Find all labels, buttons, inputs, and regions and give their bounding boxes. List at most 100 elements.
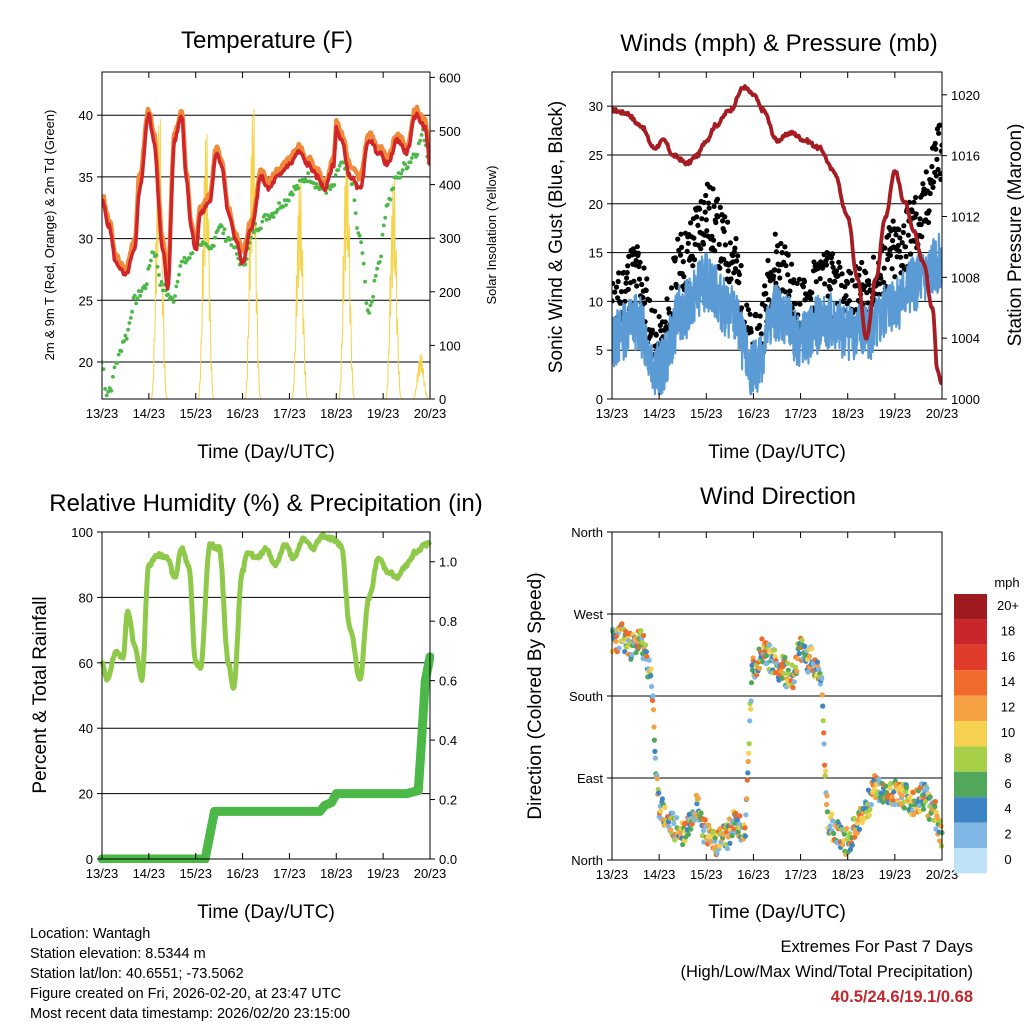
gust-point-452 [863, 270, 869, 276]
dewpoint-point-54 [174, 284, 179, 289]
y2-tick-label-0-0: 0 [439, 392, 446, 407]
gust-point-293 [773, 249, 780, 255]
direction-point-284 [743, 812, 749, 818]
dewpoint-point-16 [123, 333, 128, 338]
gust-point-26 [624, 275, 630, 281]
gust-point-565 [926, 208, 932, 214]
dewpoint-point-200 [375, 266, 379, 271]
dewpoint-point-205 [381, 223, 386, 228]
gust-point-456 [865, 300, 871, 306]
direction-point-228 [716, 843, 723, 849]
x-tick-label-3-4: 17/23 [784, 867, 817, 882]
dewpoint-point-94 [229, 243, 234, 247]
direction-point-125 [668, 827, 674, 833]
y2-tick-label-0-6: 600 [439, 70, 461, 85]
dewpoint-point-116 [260, 219, 265, 224]
gust-point-523 [902, 244, 909, 250]
dewpoint-point-33 [146, 266, 151, 271]
dewpoint-point-55 [175, 279, 180, 284]
chart-title-rh: Relative Humidity (%) & Precipitation (i… [49, 490, 482, 517]
dewpoint-point-185 [355, 226, 359, 230]
solar-spike-5 [384, 179, 403, 399]
gust-point-511 [896, 227, 902, 233]
x-tick-label-2-2: 15/23 [179, 866, 212, 881]
y2-tick-label-1-1: 1004 [951, 331, 980, 346]
dewpoint-point-135 [286, 198, 291, 203]
direction-point-266 [734, 817, 741, 823]
colorbar-swatch-1 [954, 619, 987, 645]
direction-point-506 [847, 846, 854, 853]
gust-point-173 [706, 205, 712, 211]
colorbar-label-5: 10 [1001, 725, 1015, 740]
gust-point-301 [778, 240, 784, 247]
direction-point-393 [794, 655, 800, 662]
gust-point-400 [833, 268, 840, 274]
gust-point-182 [711, 203, 717, 209]
gust-point-554 [920, 181, 926, 187]
direction-point-21 [619, 621, 625, 627]
gust-point-520 [901, 223, 907, 229]
gust-point-496 [887, 252, 894, 258]
x-tick-label-3-3: 16/23 [737, 867, 770, 882]
direction-point-241 [723, 842, 729, 848]
x-tick-label-0-2: 15/23 [179, 406, 212, 421]
x-tick-label-3-0: 13/23 [596, 867, 629, 882]
y-tick-label-0-2: 30 [79, 232, 93, 247]
gust-point-579 [934, 156, 940, 162]
gust-point-106 [668, 285, 675, 291]
gust-point-212 [728, 276, 734, 282]
gust-point-227 [736, 271, 743, 278]
dewpoint-point-142 [296, 186, 301, 191]
gust-point-587 [938, 148, 942, 154]
gust-point-188 [714, 196, 721, 202]
gust-point-136 [685, 240, 691, 246]
direction-point-103 [658, 808, 664, 814]
gust-point-117 [675, 236, 681, 242]
y-tick-label-2-2: 40 [79, 721, 93, 736]
direction-point-294 [748, 706, 754, 712]
direction-point-71 [642, 642, 649, 648]
direction-point-82 [648, 673, 654, 679]
gust-point-76 [652, 308, 658, 314]
gust-point-314 [785, 252, 791, 258]
direction-point-445 [819, 675, 825, 682]
gust-point-257 [753, 313, 759, 319]
dewpoint-point-82 [213, 235, 218, 240]
direction-point-84 [649, 684, 655, 690]
colorbar-swatch-8 [954, 797, 987, 823]
dewpoint-point-190 [361, 261, 366, 266]
gust-point-193 [717, 204, 723, 210]
pressure-series [612, 84, 942, 386]
gust-point-582 [936, 130, 942, 136]
y2-tick-label-2-0: 0.0 [439, 852, 457, 867]
station-info: Location: Wantagh Station elevation: 8.5… [30, 924, 350, 1024]
direction-point-367 [782, 654, 788, 661]
colorbar-title: mph [994, 575, 1019, 590]
y-tick-label-0-0: 20 [79, 355, 93, 370]
gust-point-49 [636, 276, 643, 282]
plot-frame-1 [611, 71, 943, 400]
gust-point-146 [691, 235, 697, 241]
dewpoint-point-191 [363, 279, 367, 284]
gust-point-513 [897, 235, 903, 241]
gust-point-197 [720, 218, 726, 224]
direction-point-223 [714, 850, 720, 856]
direction-point-668 [924, 785, 930, 791]
gust-point-542 [913, 211, 919, 217]
gust-point-98 [664, 296, 670, 302]
gust-point-552 [919, 234, 925, 240]
dewpoint-point-21 [130, 309, 135, 314]
y-axis-label-temperature: 2m & 9m T (Red, Orange) & 2m Td (Green) [42, 110, 57, 361]
dewpoint-point-10 [115, 361, 120, 365]
direction-point-318 [759, 636, 765, 642]
colorbar-swatch-6 [954, 746, 987, 772]
gust-point-221 [733, 236, 739, 242]
direction-point-219 [712, 835, 718, 841]
direction-point-439 [816, 667, 822, 673]
direction-point-446 [819, 692, 825, 698]
colorbar-swatch-7 [954, 771, 987, 798]
y2-tick-label-0-2: 200 [439, 285, 461, 300]
direction-point-397 [796, 651, 802, 657]
direction-point-86 [649, 697, 656, 704]
